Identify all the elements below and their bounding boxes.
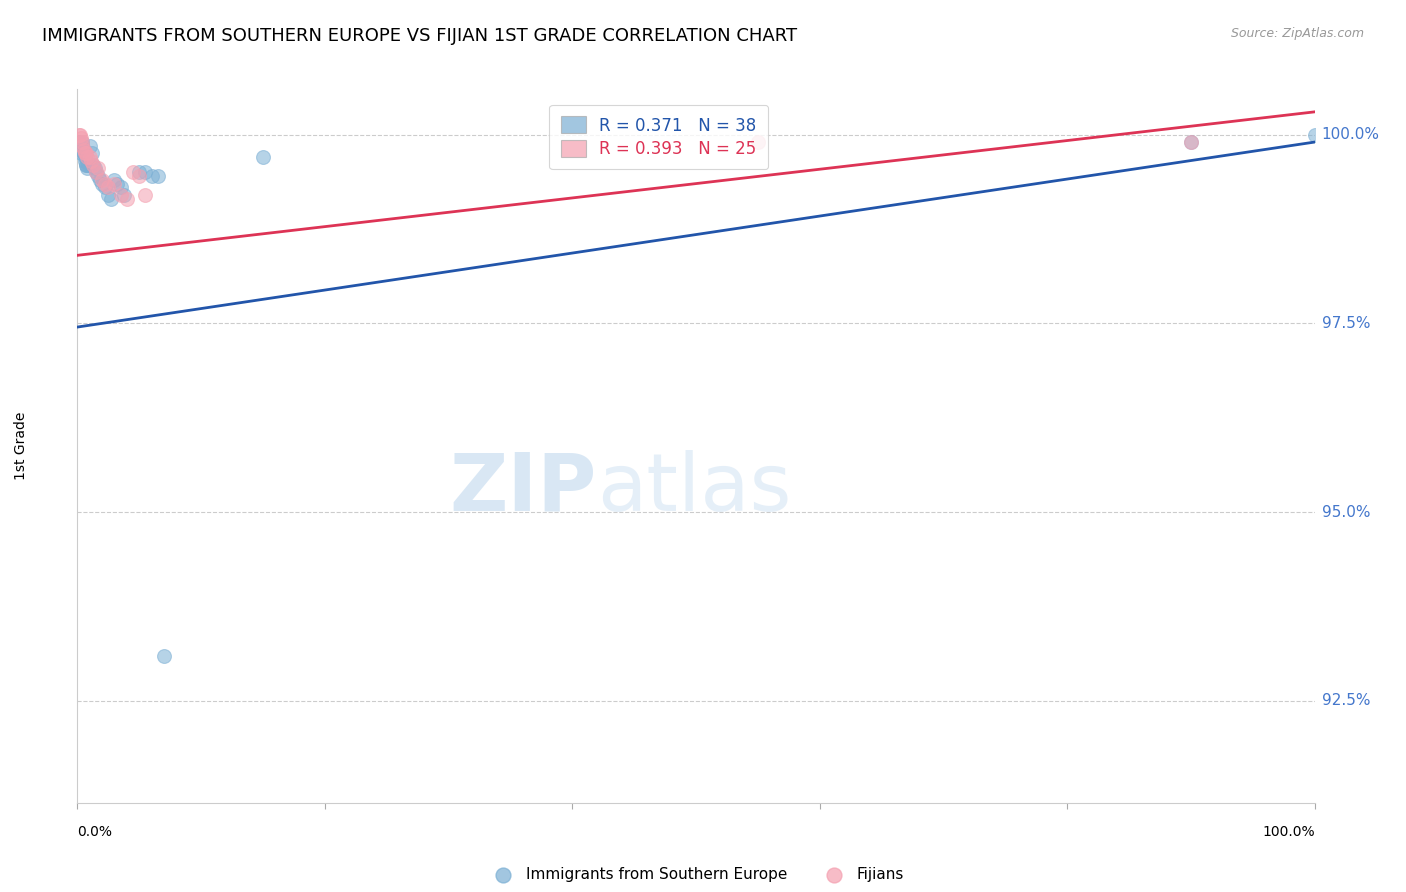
Point	[146, 169, 169, 183]
Text: IMMIGRANTS FROM SOUTHERN EUROPE VS FIJIAN 1ST GRADE CORRELATION CHART: IMMIGRANTS FROM SOUTHERN EUROPE VS FIJIA…	[42, 27, 797, 45]
Point	[69, 128, 91, 142]
Point	[115, 192, 138, 206]
Text: 92.5%: 92.5%	[1322, 693, 1369, 708]
Point	[75, 158, 97, 172]
Point	[122, 165, 145, 179]
Point	[1303, 128, 1326, 142]
Point	[93, 177, 115, 191]
Point	[93, 180, 115, 194]
Point	[84, 165, 107, 179]
Point	[79, 138, 101, 153]
Point	[75, 158, 97, 172]
Point	[67, 128, 90, 142]
Point	[72, 143, 94, 157]
Point	[1180, 135, 1202, 149]
Point	[73, 150, 96, 164]
Point	[70, 131, 93, 145]
Point	[72, 138, 94, 153]
Point	[83, 161, 105, 176]
Point	[82, 146, 104, 161]
Point	[79, 158, 101, 172]
Point	[91, 173, 114, 187]
Legend: Immigrants from Southern Europe, Fijians: Immigrants from Southern Europe, Fijians	[482, 861, 910, 888]
Text: 100.0%: 100.0%	[1322, 127, 1379, 142]
Point	[77, 158, 100, 172]
Point	[72, 138, 94, 153]
Point	[103, 173, 125, 187]
Point	[80, 153, 103, 168]
Point	[89, 173, 111, 187]
Point	[72, 143, 94, 157]
Point	[97, 180, 120, 194]
Point	[1180, 135, 1202, 149]
Point	[134, 165, 156, 179]
Point	[91, 177, 114, 191]
Text: 100.0%: 100.0%	[1263, 825, 1315, 839]
Point	[82, 158, 104, 172]
Point	[100, 192, 122, 206]
Point	[73, 146, 96, 161]
Point	[72, 135, 94, 149]
Point	[79, 150, 101, 164]
Point	[141, 169, 163, 183]
Point	[70, 146, 93, 161]
Point	[252, 150, 274, 164]
Text: ZIP: ZIP	[450, 450, 598, 528]
Text: 97.5%: 97.5%	[1322, 316, 1369, 331]
Point	[128, 165, 150, 179]
Point	[72, 146, 94, 161]
Point	[747, 135, 769, 149]
Point	[103, 177, 125, 191]
Point	[67, 135, 90, 149]
Point	[128, 169, 150, 183]
Point	[110, 188, 132, 202]
Text: 1st Grade: 1st Grade	[14, 412, 28, 480]
Point	[75, 146, 97, 161]
Point	[82, 158, 104, 172]
Point	[84, 165, 107, 179]
Point	[76, 150, 98, 164]
Text: 0.0%: 0.0%	[77, 825, 112, 839]
Point	[97, 188, 120, 202]
Point	[87, 169, 110, 183]
Point	[153, 648, 176, 663]
Point	[105, 177, 128, 191]
Point	[110, 180, 132, 194]
Text: 95.0%: 95.0%	[1322, 505, 1369, 519]
Point	[72, 135, 94, 149]
Point	[69, 138, 91, 153]
Point	[73, 153, 96, 168]
Point	[112, 188, 135, 202]
Text: atlas: atlas	[598, 450, 792, 528]
Point	[134, 188, 156, 202]
Point	[87, 161, 110, 176]
Point	[70, 143, 93, 157]
Text: Source: ZipAtlas.com: Source: ZipAtlas.com	[1230, 27, 1364, 40]
Point	[76, 161, 98, 176]
